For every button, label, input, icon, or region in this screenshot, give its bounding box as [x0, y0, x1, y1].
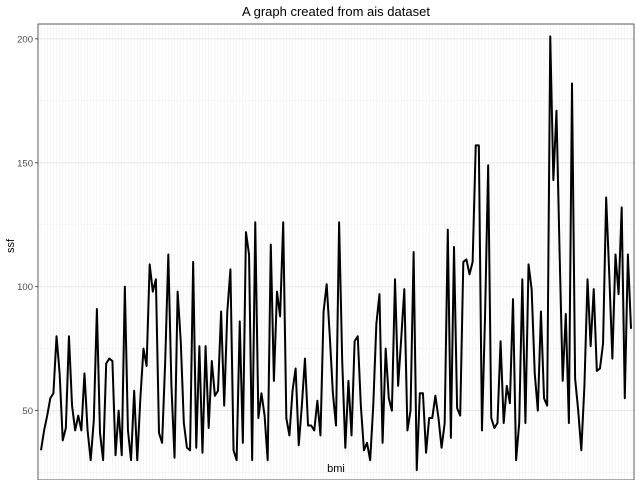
y-tick-label: 200	[17, 34, 33, 45]
chart-title: A graph created from ais dataset	[242, 4, 430, 19]
y-tick-label: 50	[22, 406, 33, 417]
plot-area: 50 100 150 200	[17, 23, 635, 483]
series-line	[40, 35, 632, 472]
y-axis-title: ssf	[5, 238, 17, 253]
x-axis-title: bmi	[327, 463, 345, 475]
y-tick-label: 150	[17, 158, 33, 169]
y-tick-label: 100	[17, 282, 33, 293]
